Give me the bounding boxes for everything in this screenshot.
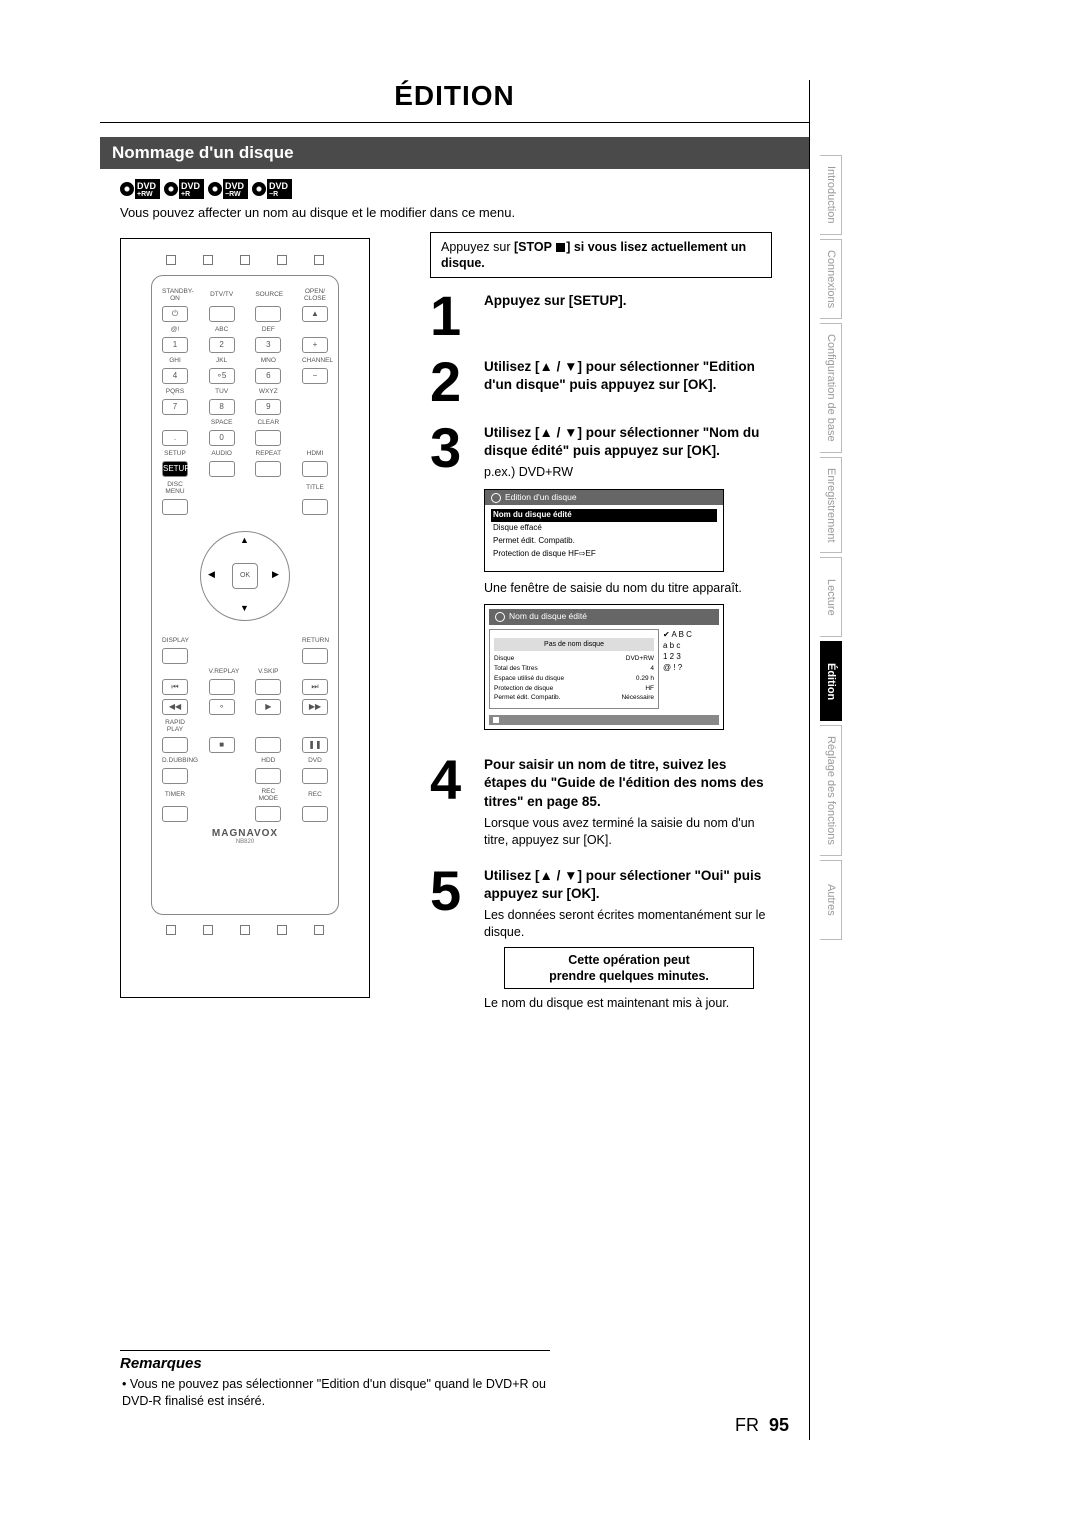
dvd-plus-r-badge: DVD+R	[164, 179, 204, 199]
remark-item: Vous ne pouvez pas sélectionner "Edition…	[122, 1376, 550, 1410]
tab-configuration: Configuration de base	[820, 323, 842, 453]
wait-warning: Cette opération peut prendre quelques mi…	[504, 947, 754, 990]
section-heading: Nommage d'un disque	[100, 137, 809, 169]
tab-enregistrement: Enregistrement	[820, 457, 842, 554]
tab-lecture: Lecture	[820, 557, 842, 637]
remote-model: NB820	[162, 839, 328, 845]
tab-autres: Autres	[820, 860, 842, 940]
remote-brand: MAGNAVOX	[162, 828, 328, 839]
page-footer: FR95	[735, 1415, 789, 1436]
tab-connexions: Connexions	[820, 239, 842, 319]
tab-reglage: Réglage des fonctions	[820, 725, 842, 856]
stop-note: Appuyez sur [STOP ] si vous lisez actuel…	[430, 232, 772, 279]
side-tabs: Introduction Connexions Configuration de…	[820, 155, 860, 944]
page-title: ÉDITION	[100, 80, 809, 123]
step-1: 1 Appuyez sur [SETUP].	[430, 292, 772, 340]
step-4: 4 Pour saisir un nom de titre, suivez le…	[430, 756, 772, 848]
name-entry-figure: Nom du disque édité Pas de nom disque Di…	[484, 604, 724, 730]
stop-icon	[556, 243, 565, 252]
tab-introduction: Introduction	[820, 155, 842, 235]
dvd-minus-r-badge: DVD−R	[252, 179, 292, 199]
step-2: 2 Utilisez [▲ / ▼] pour sélectionner "Ed…	[430, 358, 772, 406]
dpad: OK ▲ ▼ ◀ ▶	[190, 521, 300, 631]
dvd-minus-rw-badge: DVD−RW	[208, 179, 248, 199]
step-3: 3 Utilisez [▲ / ▼] pour sélectionner "No…	[430, 424, 772, 739]
edit-menu-figure: Edition d'un disque Nom du disque édité …	[484, 489, 724, 572]
disc-badges: DVD+RW DVD+R DVD−RW DVD−R	[120, 179, 809, 199]
dvd-plus-rw-badge: DVD+RW	[120, 179, 160, 199]
remote-illustration: STANDBY-ONDTV/TVSOURCEOPEN/ CLOSE ⏻▲ @!A…	[120, 238, 370, 998]
intro-text: Vous pouvez affecter un nom au disque et…	[120, 205, 789, 222]
step-5: 5 Utilisez [▲ / ▼] pour sélectioner "Oui…	[430, 867, 772, 1013]
setup-button: SETUP	[162, 461, 188, 477]
tab-edition: Édition	[820, 641, 842, 721]
remarks: Remarques Vous ne pouvez pas sélectionne…	[120, 1350, 550, 1410]
